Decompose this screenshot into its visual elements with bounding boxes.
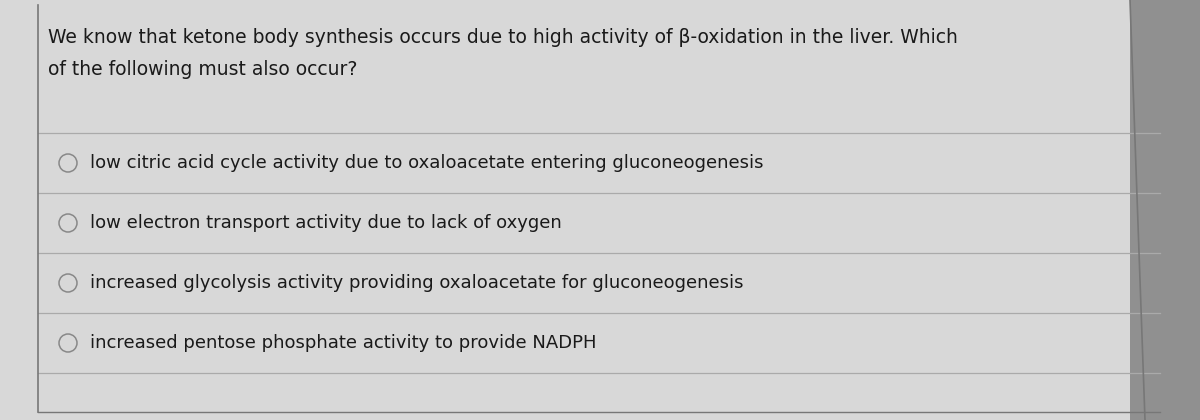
Text: increased glycolysis activity providing oxaloacetate for gluconeogenesis: increased glycolysis activity providing …	[90, 274, 744, 292]
FancyBboxPatch shape	[0, 0, 1130, 420]
Text: increased pentose phosphate activity to provide NADPH: increased pentose phosphate activity to …	[90, 334, 596, 352]
Text: low citric acid cycle activity due to oxaloacetate entering gluconeogenesis: low citric acid cycle activity due to ox…	[90, 154, 763, 172]
Text: We know that ketone body synthesis occurs due to high activity of β-oxidation in: We know that ketone body synthesis occur…	[48, 28, 958, 79]
Text: low electron transport activity due to lack of oxygen: low electron transport activity due to l…	[90, 214, 562, 232]
